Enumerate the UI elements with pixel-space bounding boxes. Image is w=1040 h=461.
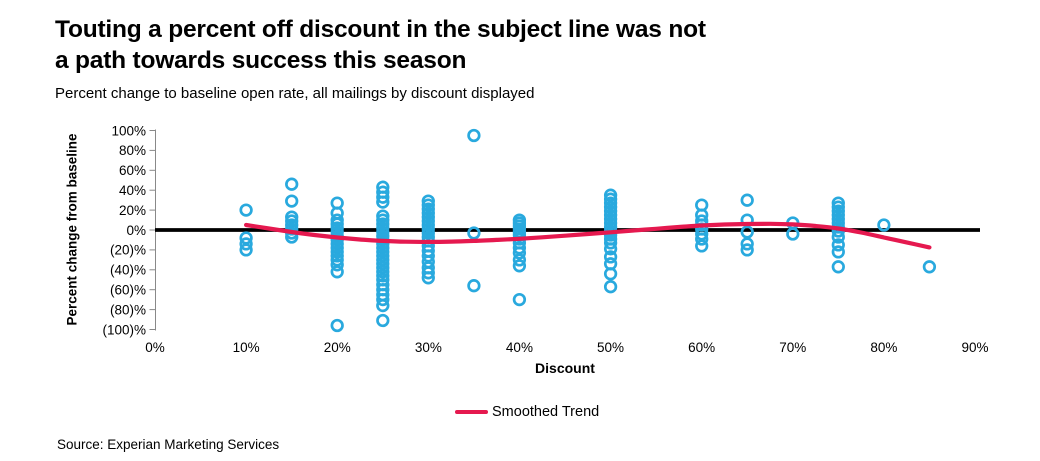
- data-point: [831, 230, 845, 244]
- data-point: [512, 259, 527, 273]
- y-tick-label: 80%: [119, 143, 146, 158]
- data-point: [603, 250, 618, 264]
- data-point: [421, 266, 435, 280]
- data-point: [603, 280, 618, 294]
- y-tick-label: 100%: [111, 123, 146, 138]
- data-point: [786, 227, 800, 241]
- legend: Smoothed Trend: [455, 403, 599, 421]
- data-point: [239, 237, 253, 251]
- data-point: [239, 243, 253, 257]
- data-point: [740, 193, 754, 207]
- x-tick-label: 20%: [324, 340, 351, 355]
- trend-line-legend-swatch: [455, 410, 488, 414]
- y-tick-label: (40)%: [110, 263, 146, 278]
- data-point: [376, 190, 390, 204]
- legend-label: Smoothed Trend: [492, 404, 600, 420]
- y-tick-label: 60%: [119, 163, 146, 178]
- data-point: [285, 194, 299, 208]
- data-point: [330, 258, 344, 272]
- x-axis-title: Discount: [535, 360, 595, 376]
- data-point: [831, 260, 845, 274]
- data-point: [376, 195, 390, 209]
- data-point: [695, 239, 709, 253]
- data-point: [467, 128, 481, 143]
- x-tick-label: 90%: [961, 340, 988, 355]
- x-tick-label: 70%: [779, 340, 806, 355]
- chart-title-line1: Touting a percent off discount in the su…: [55, 16, 706, 43]
- data-point: [740, 243, 754, 257]
- chart-title: Touting a percent off discount in the su…: [55, 14, 706, 76]
- data-point: [239, 203, 253, 217]
- x-tick-label: 30%: [415, 340, 442, 355]
- x-tick-label: 0%: [145, 340, 165, 355]
- y-axis-title: Percent change from baseline: [64, 133, 80, 326]
- x-tick-label: 40%: [506, 340, 533, 355]
- data-point: [740, 237, 754, 251]
- y-tick-label: (20)%: [110, 243, 146, 258]
- data-point: [512, 292, 527, 307]
- x-tick-label: 80%: [870, 340, 897, 355]
- data-point: [877, 218, 891, 232]
- y-tick-label: (60)%: [110, 283, 146, 298]
- y-tick-label: (80)%: [110, 302, 146, 317]
- data-point: [512, 241, 527, 255]
- scatter-plot: 100% 80% 60% 40% 20% 0% (20)% (40)% (60)% (80)% (1…: [102, 123, 988, 355]
- data-point: [603, 242, 618, 256]
- data-point: [376, 292, 390, 307]
- data-point: [831, 245, 845, 259]
- x-tick-label: 10%: [233, 340, 260, 355]
- data-point: [330, 265, 344, 279]
- data-point: [695, 232, 709, 246]
- data-point: [603, 236, 618, 250]
- x-tick-label: 50%: [597, 340, 624, 355]
- x-tick-label: 60%: [688, 340, 715, 355]
- trend-line: [244, 221, 932, 250]
- data-point: [467, 226, 481, 240]
- data-point: [831, 238, 845, 252]
- chart-title-line2: a path towards success this season: [55, 47, 467, 74]
- data-point: [376, 313, 390, 328]
- data-point: [285, 177, 299, 191]
- data-point: [467, 279, 481, 293]
- scatter-series: [239, 128, 937, 333]
- data-point: [330, 318, 344, 333]
- y-tick-label: 40%: [119, 183, 146, 198]
- data-point: [512, 253, 527, 267]
- source-note: Source: Experian Marketing Services: [57, 437, 280, 452]
- y-tick-label: 0%: [126, 223, 146, 238]
- data-point: [922, 260, 937, 274]
- y-tick-label: 20%: [119, 203, 146, 218]
- data-point: [421, 271, 435, 285]
- data-point: [603, 267, 618, 281]
- data-point: [512, 246, 527, 260]
- y-tick-label: (100)%: [102, 322, 146, 337]
- chart-subtitle: Percent change to baseline open rate, al…: [55, 85, 535, 102]
- data-point: [376, 298, 390, 313]
